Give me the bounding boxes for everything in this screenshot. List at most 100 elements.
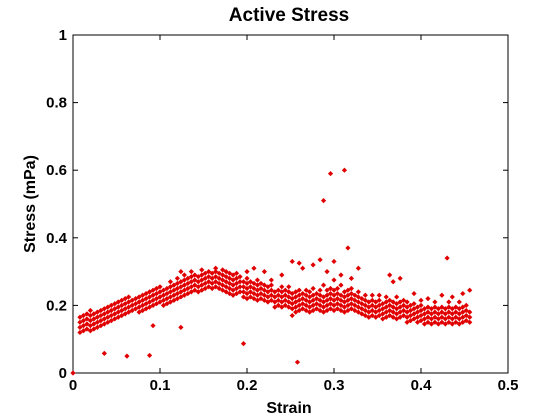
data-point	[164, 296, 170, 302]
data-point	[334, 301, 341, 307]
data-point	[338, 282, 344, 288]
data-point	[390, 304, 396, 310]
data-point	[435, 316, 441, 322]
data-point	[345, 292, 351, 298]
data-point	[108, 307, 114, 314]
x-axis-ticks: 0 0.1 0.2 0.3 0.4 0.5	[69, 35, 519, 394]
data-point	[359, 306, 365, 312]
data-point	[467, 314, 473, 320]
data-point	[279, 284, 285, 290]
data-point	[404, 309, 410, 315]
data-point	[289, 258, 295, 265]
data-point	[432, 309, 438, 315]
data-point	[369, 302, 375, 308]
data-points	[70, 167, 473, 376]
data-point	[446, 319, 452, 325]
data-point	[369, 312, 375, 319]
data-point	[244, 275, 250, 281]
data-point	[442, 321, 448, 327]
data-point	[181, 292, 187, 298]
data-point	[115, 309, 121, 315]
data-point	[213, 269, 219, 275]
data-point	[112, 311, 118, 317]
data-point	[362, 292, 368, 298]
data-point	[303, 297, 309, 303]
data-point	[435, 311, 441, 317]
x-tick-label: 0.5	[498, 377, 519, 394]
data-point	[115, 304, 121, 310]
axes-box	[72, 34, 509, 374]
data-point	[394, 311, 400, 317]
data-point	[348, 275, 354, 281]
data-point	[199, 267, 205, 273]
y-tick-label: 0.6	[46, 162, 67, 179]
data-point	[373, 314, 379, 320]
data-point	[87, 312, 93, 319]
data-point	[272, 299, 278, 305]
data-point	[282, 302, 288, 308]
data-point	[220, 277, 226, 283]
data-point	[307, 304, 313, 310]
data-point	[467, 287, 473, 293]
data-point	[425, 314, 431, 320]
y-tick-label: 0.2	[46, 297, 67, 314]
data-point	[296, 292, 302, 298]
data-point	[425, 304, 431, 310]
data-point	[112, 316, 118, 322]
data-point	[467, 319, 473, 325]
data-point	[355, 289, 361, 295]
data-point	[293, 294, 299, 300]
data-point	[317, 257, 323, 263]
data-point	[383, 314, 389, 320]
data-point	[261, 269, 267, 275]
data-point	[442, 311, 448, 317]
data-point	[348, 306, 354, 312]
data-point	[140, 302, 146, 308]
data-point	[446, 304, 452, 310]
x-axis-label: Strain	[266, 400, 311, 417]
data-point	[467, 309, 473, 315]
data-point	[84, 321, 90, 327]
data-point	[261, 292, 267, 298]
data-point	[348, 296, 354, 302]
data-point	[390, 279, 396, 285]
data-point	[401, 297, 407, 303]
data-point	[327, 296, 334, 302]
data-point	[286, 299, 292, 305]
data-point	[373, 304, 379, 310]
data-point	[105, 304, 111, 310]
data-point	[456, 299, 462, 305]
data-point	[160, 292, 167, 298]
data-point	[324, 302, 330, 308]
data-point	[442, 316, 448, 322]
data-point	[136, 309, 142, 315]
data-point	[105, 314, 111, 320]
data-point	[414, 319, 421, 325]
data-point	[411, 290, 417, 297]
data-point	[289, 312, 295, 319]
data-point	[279, 294, 285, 300]
data-point	[98, 312, 104, 319]
data-point	[338, 302, 344, 308]
data-point	[143, 296, 149, 302]
data-point	[272, 304, 278, 310]
data-point	[355, 299, 361, 305]
data-point	[178, 324, 184, 330]
data-point	[463, 307, 469, 314]
data-point	[453, 309, 459, 315]
data-point	[164, 301, 170, 307]
y-tick-label: 0.8	[46, 95, 67, 112]
data-point	[202, 270, 208, 276]
data-point	[348, 285, 354, 292]
data-point	[230, 272, 236, 278]
data-point	[418, 297, 424, 303]
data-point	[338, 272, 344, 278]
data-point	[251, 265, 257, 271]
data-point	[188, 269, 194, 275]
data-point	[355, 309, 361, 315]
data-point	[380, 311, 386, 317]
data-point	[244, 269, 250, 275]
data-point	[390, 299, 396, 305]
data-point	[338, 292, 344, 298]
data-point	[320, 198, 327, 204]
